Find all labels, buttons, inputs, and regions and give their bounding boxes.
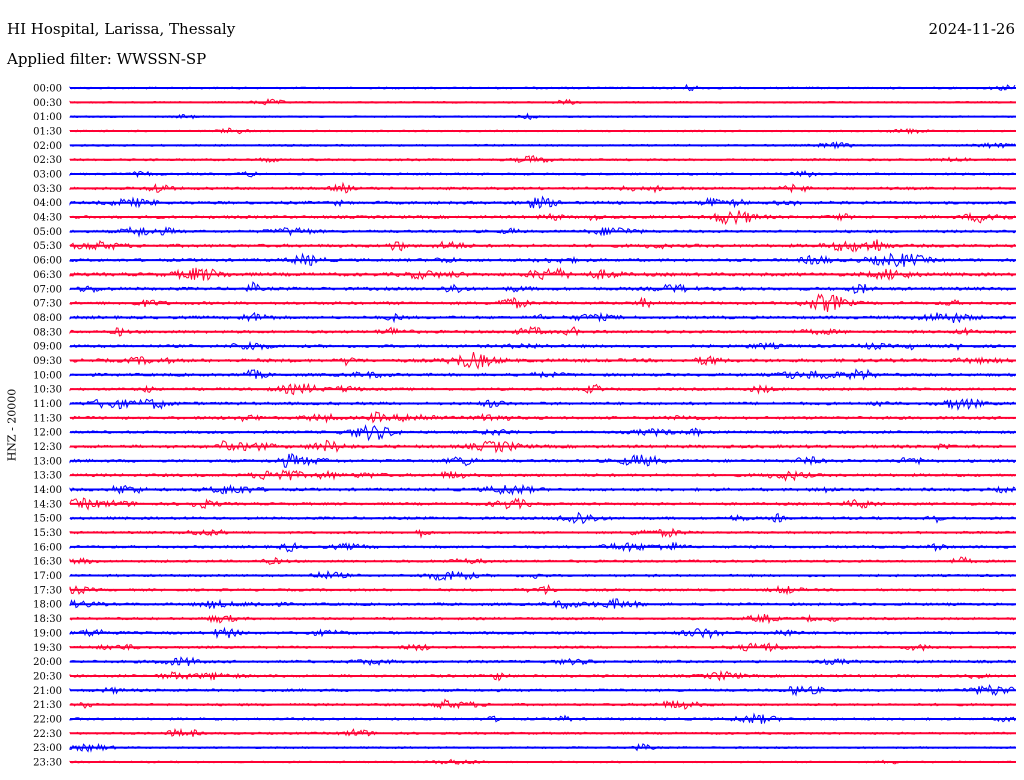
- hour-label: 18:00: [33, 600, 62, 611]
- hour-label: 11:00: [33, 399, 62, 410]
- hour-label: 23:30: [33, 757, 62, 768]
- hour-label: 19:30: [33, 643, 62, 654]
- hour-label: 06:30: [33, 270, 62, 281]
- hour-label: 21:30: [33, 700, 62, 711]
- hour-label: 06:00: [33, 256, 62, 267]
- hour-label: 23:00: [33, 743, 62, 754]
- hour-label: 17:00: [33, 571, 62, 582]
- hour-label: 14:00: [33, 485, 62, 496]
- hour-label: 09:00: [33, 342, 62, 353]
- hour-label: 04:00: [33, 198, 62, 209]
- hour-label: 02:30: [33, 155, 62, 166]
- seismic-trace: [69, 281, 1016, 294]
- hour-label: 01:30: [33, 127, 62, 138]
- hour-label: 08:30: [33, 327, 62, 338]
- hour-label: 22:30: [33, 729, 62, 740]
- hour-label: 01:00: [33, 112, 62, 123]
- hour-label: 16:00: [33, 542, 62, 553]
- hour-label: 17:30: [33, 585, 62, 596]
- hour-label: 00:30: [33, 98, 62, 109]
- hour-label: 07:00: [33, 284, 62, 295]
- hour-label: 13:30: [33, 471, 62, 482]
- hour-label: 03:30: [33, 184, 62, 195]
- hour-label: 10:00: [33, 370, 62, 381]
- hour-label: 12:00: [33, 428, 62, 439]
- hour-label: 10:30: [33, 385, 62, 396]
- hour-label: 12:30: [33, 442, 62, 453]
- hour-label: 11:30: [33, 413, 62, 424]
- hour-label: 16:30: [33, 557, 62, 568]
- hour-label: 00:00: [33, 84, 62, 95]
- hour-label: 15:00: [33, 514, 62, 525]
- hour-label: 03:00: [33, 170, 62, 181]
- hour-label: 05:30: [33, 241, 62, 252]
- hour-label: 22:00: [33, 714, 62, 725]
- record-date: 2024-11-26: [928, 20, 1015, 38]
- hour-label: 20:30: [33, 671, 62, 682]
- hour-label: 05:00: [33, 227, 62, 238]
- hour-label: 08:00: [33, 313, 62, 324]
- filter-label: Applied filter: WWSSN-SP: [7, 50, 207, 68]
- hour-label: 20:00: [33, 657, 62, 668]
- hour-label: 14:30: [33, 499, 62, 510]
- hour-label: 02:00: [33, 141, 62, 152]
- hour-label: 15:30: [33, 528, 62, 539]
- hour-label: 21:00: [33, 686, 62, 697]
- hour-label: 04:30: [33, 213, 62, 224]
- hour-label: 09:30: [33, 356, 62, 367]
- hour-label: 19:00: [33, 628, 62, 639]
- station-title: HI Hospital, Larissa, Thessaly: [7, 20, 236, 38]
- hour-label: 07:30: [33, 299, 62, 310]
- hour-label: 13:00: [33, 456, 62, 467]
- hour-label: 18:30: [33, 614, 62, 625]
